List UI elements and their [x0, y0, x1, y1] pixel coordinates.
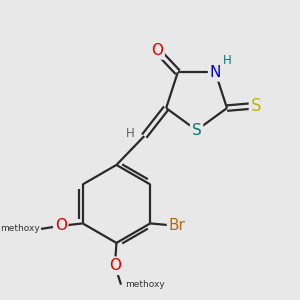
- Text: O: O: [151, 43, 163, 58]
- Text: methoxy: methoxy: [126, 280, 165, 289]
- Text: H: H: [126, 127, 135, 140]
- Text: O: O: [55, 218, 67, 233]
- Text: H: H: [223, 54, 231, 67]
- Text: methoxy: methoxy: [0, 224, 39, 233]
- Text: S: S: [251, 97, 261, 115]
- Text: O: O: [109, 258, 121, 273]
- Text: Br: Br: [169, 218, 185, 233]
- Text: N: N: [210, 65, 221, 80]
- Text: S: S: [192, 123, 201, 138]
